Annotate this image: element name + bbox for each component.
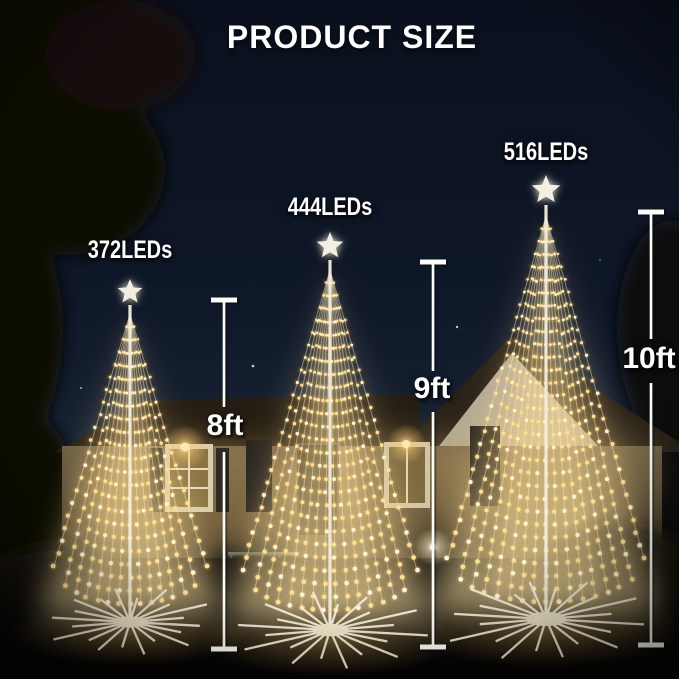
base-hub	[526, 612, 566, 626]
led-count-value: 516LEDs	[503, 138, 589, 166]
page-title: PRODUCT SIZE	[226, 19, 478, 55]
base-hub	[114, 616, 146, 628]
height-label-large: 10ft	[622, 342, 676, 375]
height-label-small: 8ft	[206, 409, 244, 442]
led-count-value: 372LEDs	[87, 236, 173, 264]
led-count-value: 444LEDs	[287, 193, 373, 221]
height-label-medium: 9ft	[413, 372, 451, 405]
led-count-label-large: 516LEDs	[493, 140, 599, 165]
led-count-label-small: 372LEDs	[77, 238, 183, 263]
led-count-label-medium: 444LEDs	[277, 195, 383, 220]
base-hub	[312, 623, 348, 637]
